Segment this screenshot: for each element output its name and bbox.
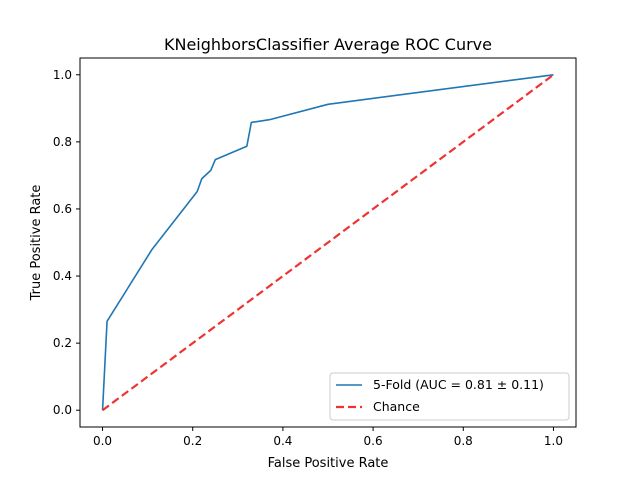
y-tick-label: 1.0	[53, 68, 72, 82]
legend-box	[329, 372, 570, 421]
y-tick-label: 0.2	[53, 336, 72, 350]
plot-lines	[101, 73, 555, 412]
x-tick-label: 0.0	[93, 434, 112, 448]
axis-ticks: 0.0 0.2 0.4 0.6 0.8 1.0 0.0 0.2 0.4 0.6 0.8 1.0	[53, 68, 563, 448]
y-tick-label: 0.0	[53, 403, 72, 417]
legend: 5-Fold (AUC = 0.81 ± 0.11) Chance	[329, 372, 570, 421]
x-tick-label: 1.0	[544, 434, 563, 448]
x-tick-label: 0.2	[183, 434, 202, 448]
y-tick-label: 0.4	[53, 269, 72, 283]
chance-line	[101, 73, 555, 412]
legend-label: 5-Fold (AUC = 0.81 ± 0.11)	[373, 377, 544, 392]
y-axis-label: True Positive Rate	[29, 185, 44, 302]
x-tick-label: 0.6	[364, 434, 383, 448]
plot-frame	[79, 57, 577, 428]
x-tick-label: 0.4	[273, 434, 292, 448]
x-axis-label: False Positive Rate	[268, 456, 389, 471]
legend-label: Chance	[373, 399, 420, 414]
chart-title: KNeighborsClassifier Average ROC Curve	[164, 35, 492, 54]
y-tick-label: 0.8	[53, 135, 72, 149]
y-tick-label: 0.6	[53, 202, 72, 216]
roc-curve-line	[101, 73, 554, 411]
x-tick-label: 0.8	[454, 434, 473, 448]
